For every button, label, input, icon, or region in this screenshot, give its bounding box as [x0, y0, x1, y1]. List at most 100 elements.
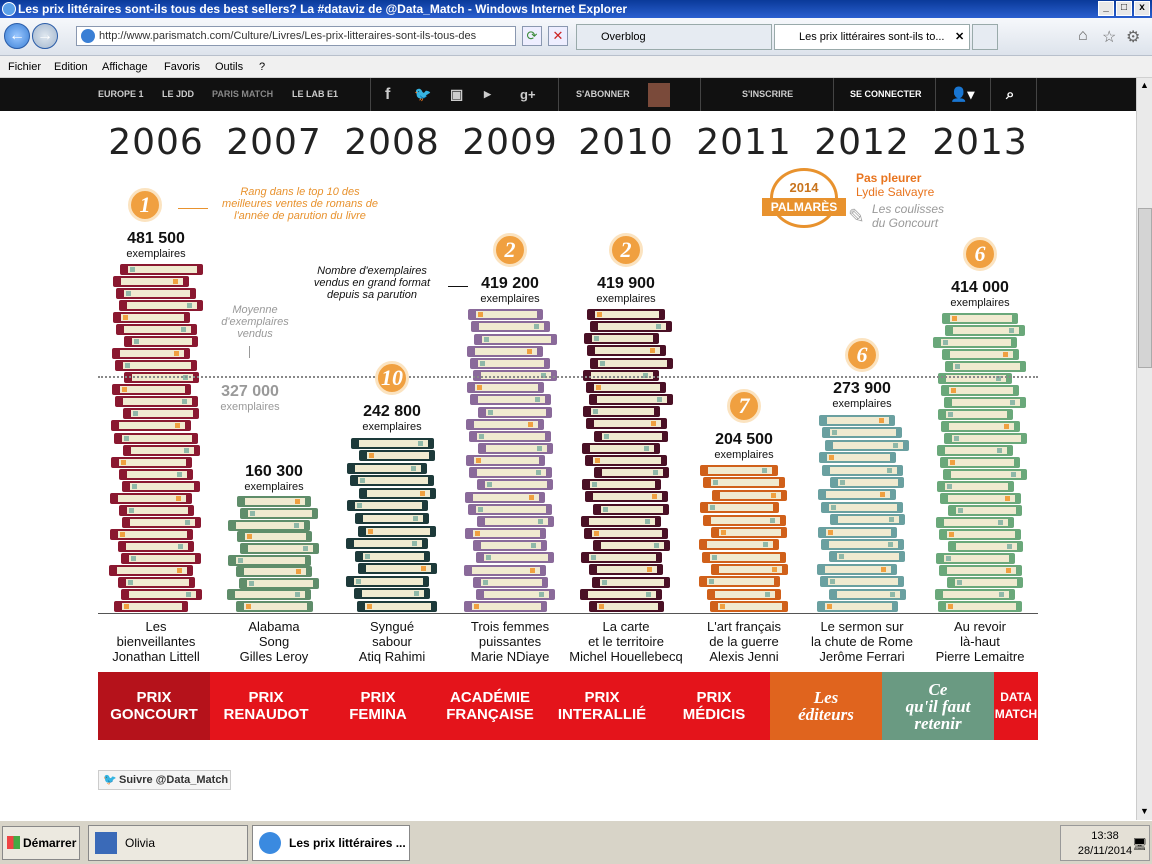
book-pages	[707, 541, 773, 549]
count-note: Nombre d'exemplaires vendus en grand for…	[313, 265, 431, 301]
book-title[interactable]: Trois femmes puissantes Marie NDiaye	[450, 619, 570, 664]
register-link[interactable]: S'INSCRIRE	[742, 89, 794, 99]
book-title[interactable]: Syngué sabour Atiq Rahimi	[332, 619, 452, 664]
book-marker	[121, 387, 127, 393]
book-author: Jerôme Ferrari	[819, 649, 905, 664]
favorites-star-icon[interactable]: ☆	[1102, 29, 1117, 46]
book-bar	[583, 369, 659, 381]
menu-edition[interactable]: Edition	[54, 61, 88, 73]
book-pages	[946, 374, 1006, 382]
book-marker	[527, 348, 532, 354]
book-marker	[945, 555, 951, 561]
back-arrow-icon[interactable]: ←	[4, 23, 30, 49]
book-marker	[951, 387, 956, 393]
task-ie[interactable]: Les prix littéraires ...	[252, 825, 410, 861]
book-bar	[112, 348, 190, 360]
value-unit: exemplaires	[480, 293, 540, 306]
scroll-up-icon[interactable]: ▲	[1140, 80, 1149, 90]
book-title-text: La carte et le territoire	[588, 619, 664, 649]
book-pages	[122, 434, 192, 442]
book-marker	[889, 591, 895, 597]
book-title[interactable]: Le sermon sur la chute de Rome Jerôme Fer…	[802, 619, 922, 664]
subscribe-link[interactable]: S'ABONNER	[576, 89, 630, 99]
goncourt-link[interactable]: Les coulisses du Goncourt	[872, 202, 945, 230]
scroll-down-icon[interactable]: ▼	[1140, 806, 1149, 816]
book-bar	[584, 527, 668, 539]
minimize-button[interactable]: _	[1098, 1, 1114, 16]
maximize-button[interactable]: □	[1116, 1, 1132, 16]
book-pages	[353, 577, 423, 585]
book-author: Michel Houellebecq	[569, 649, 683, 664]
menu-outils[interactable]: Outils	[215, 61, 244, 73]
forward-arrow-icon[interactable]: →	[32, 23, 58, 49]
taskbar: Démarrer Olivia Les prix littéraires ...…	[0, 820, 1152, 864]
book-bar	[463, 601, 547, 612]
book-title[interactable]: Au revoir là-haut Pierre Lemaitre	[920, 619, 1040, 664]
book-title[interactable]: Alabama Song Gilles Leroy	[214, 619, 334, 664]
prize-8[interactable]: DATA MATCH	[994, 672, 1038, 740]
youtube-icon[interactable]: ▶	[484, 89, 491, 99]
book-bar	[944, 396, 1026, 408]
search-icon[interactable]: ⌕	[1006, 86, 1015, 103]
refresh-icon[interactable]: ⟳	[522, 26, 542, 46]
menu-help[interactable]: ?	[259, 61, 266, 73]
tab-overblog[interactable]: Overblog	[576, 24, 772, 50]
facebook-icon[interactable]: f	[385, 86, 391, 103]
nav-lelab[interactable]: LE LAB E1	[292, 89, 339, 99]
book-bar	[115, 360, 197, 372]
nav-parismatch[interactable]: PARIS MATCH	[212, 89, 274, 99]
book-pages	[829, 466, 897, 474]
menu-fichier[interactable]: Fichier	[8, 61, 42, 73]
prize-2[interactable]: PRIX FEMINA	[322, 672, 434, 740]
book-bar	[825, 439, 909, 451]
task-olivia[interactable]: Olivia	[88, 825, 248, 861]
prize-3[interactable]: ACADÉMIE FRANÇAISE	[434, 672, 546, 740]
prize-7[interactable]: Ce qu'il faut retenir	[882, 672, 994, 740]
new-tab-button[interactable]	[972, 24, 998, 50]
vertical-scrollbar[interactable]: ▲ ▼	[1136, 78, 1152, 820]
book-bar	[119, 468, 193, 480]
palmares-badge[interactable]: 2014 PALMARÈS	[762, 164, 846, 232]
prize-6[interactable]: Les éditeurs	[770, 672, 882, 740]
home-icon[interactable]: ⌂	[1078, 27, 1088, 44]
nav-europe1[interactable]: EUROPE 1	[98, 89, 144, 99]
start-button[interactable]: Démarrer	[2, 826, 80, 860]
magazine-cover-thumb[interactable]	[648, 83, 670, 107]
login-link[interactable]: SE CONNECTER	[850, 89, 922, 99]
book-marker	[295, 499, 300, 505]
user-icon[interactable]: 👤▾	[950, 86, 975, 102]
value-unit: exemplaires	[362, 421, 422, 433]
book-title[interactable]: Les bienveillantes Jonathan Littell	[96, 619, 216, 664]
book-pages	[484, 554, 548, 562]
book-bar	[587, 308, 665, 320]
book-pages	[247, 579, 313, 587]
book-pages	[118, 458, 186, 466]
book-marker	[174, 351, 179, 357]
book-pages	[481, 372, 551, 380]
menu-affichage[interactable]: Affichage	[102, 61, 148, 73]
tab-active[interactable]: Les prix littéraires sont-ils to... ✕	[774, 24, 970, 50]
twitter-icon[interactable]: 🐦	[414, 86, 432, 102]
prize-1[interactable]: PRIX RENAUDOT	[210, 672, 322, 740]
book-pages	[943, 554, 1009, 562]
gear-icon[interactable]: ⚙	[1126, 29, 1141, 46]
address-bar[interactable]: http://www.parismatch.com/Culture/Livres…	[76, 26, 516, 46]
prize-4[interactable]: PRIX INTERALLIÉ	[546, 672, 658, 740]
close-button[interactable]: x	[1134, 1, 1150, 16]
googleplus-icon[interactable]: g+	[520, 87, 536, 102]
menu-favoris[interactable]: Favoris	[164, 61, 201, 73]
prize-5[interactable]: PRIX MÉDICIS	[658, 672, 770, 740]
book-pages	[828, 578, 898, 586]
stop-icon[interactable]: ✕	[548, 26, 568, 46]
close-tab-icon[interactable]: ✕	[955, 31, 965, 43]
follow-button[interactable]: 🐦 Suivre @Data_Match	[98, 770, 231, 790]
scrollbar-thumb[interactable]	[1138, 208, 1152, 368]
book-bar	[821, 464, 903, 476]
book-title[interactable]: L'art français de la guerre Alexis Jenni	[684, 619, 804, 664]
instagram-icon[interactable]: ▣	[450, 86, 464, 102]
book-title[interactable]: La carte et le territoire Michel Houelleb…	[566, 619, 686, 664]
nav-lejdd[interactable]: LE JDD	[162, 89, 195, 99]
clock[interactable]: 13:38 28/11/2014	[1060, 825, 1150, 861]
book-bar	[472, 576, 548, 588]
prize-0[interactable]: PRIX GONCOURT	[98, 672, 210, 740]
